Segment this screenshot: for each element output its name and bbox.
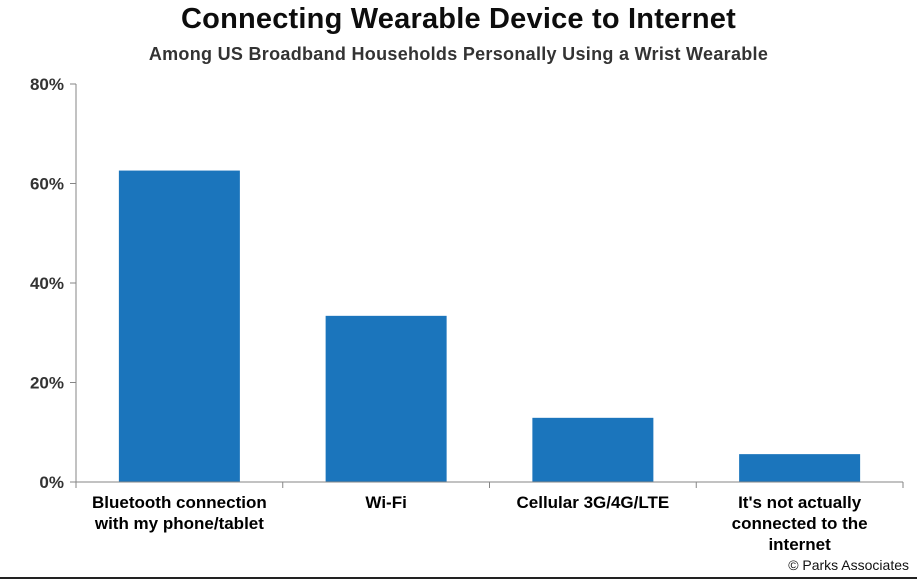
x-category-label: Bluetooth connection with my phone/tablet — [92, 493, 267, 533]
x-axis-labels: Bluetooth connection with my phone/tablet… — [92, 493, 868, 554]
y-tick-label: 60% — [30, 175, 64, 194]
bar — [118, 170, 240, 482]
bar — [325, 315, 447, 482]
chart-subtitle: Among US Broadband Households Personally… — [148, 44, 769, 64]
chart-title: Connecting Wearable Device to Internet — [181, 3, 736, 35]
bar — [532, 417, 654, 482]
y-tick-label: 0% — [39, 473, 64, 492]
bottom-divider — [0, 577, 917, 579]
y-tick-label: 20% — [30, 374, 64, 393]
x-category-label: Cellular 3G/4G/LTE — [517, 493, 670, 512]
bars — [118, 170, 861, 482]
axes — [75, 84, 904, 488]
y-axis-ticks: 0% 20% 40% 60% 80% — [30, 75, 76, 492]
bar — [739, 454, 861, 482]
y-tick-label: 80% — [30, 75, 64, 94]
x-category-label: Wi-Fi — [365, 493, 406, 512]
source-credit: © Parks Associates — [788, 557, 909, 573]
y-tick-label: 40% — [30, 274, 64, 293]
x-category-label: It's not actually connected to the interne… — [732, 493, 868, 554]
